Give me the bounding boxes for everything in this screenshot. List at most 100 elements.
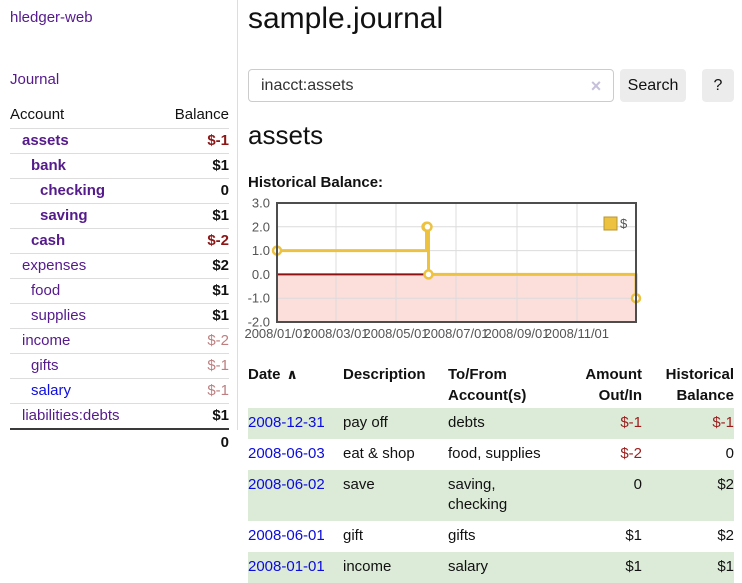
x-tick-label: 2008/05/01: [363, 326, 428, 341]
account-row: food $1: [10, 278, 229, 304]
chart-border: [276, 202, 637, 323]
account-row: bank $1: [10, 153, 229, 179]
account-balance: $-2: [156, 328, 229, 354]
accounts-table: Account Balance assets $-1 bank $1 checking 0…: [10, 102, 229, 455]
transaction-description: income: [343, 552, 448, 583]
transaction-date-link[interactable]: 2008-01-01: [248, 558, 325, 575]
data-point: [422, 221, 433, 233]
transaction-amount: $-1: [580, 408, 642, 439]
x-tick-label: 2008/01/01: [244, 326, 309, 341]
account-balance: 0: [156, 178, 229, 204]
account-link[interactable]: liabilities:debts: [22, 407, 120, 424]
transaction-amount: $1: [625, 527, 642, 544]
account-row: expenses $2: [10, 253, 229, 279]
account-link[interactable]: salary: [31, 382, 72, 399]
accounts-total: 0: [156, 428, 229, 455]
account-link[interactable]: income: [22, 332, 71, 349]
brand-link[interactable]: hledger-web: [10, 9, 93, 26]
x-tick-label: 2008/09/01: [484, 326, 549, 341]
account-row: cash $-2: [10, 228, 229, 254]
historical-balance-chart[interactable]: $3.0 2.0 1.0 0.0 -1.0 -2.02008/01/012008/03/0…: [244, 196, 648, 345]
chart-title: Historical Balance:: [248, 174, 384, 191]
transaction-description: gift: [343, 527, 364, 544]
account-row: assets $-1: [10, 128, 229, 154]
help-button[interactable]: ?: [702, 69, 734, 102]
transaction-accounts: debts: [448, 408, 580, 439]
account-link[interactable]: checking: [40, 182, 106, 199]
account-balance: $1: [156, 278, 229, 304]
account-balance: $-1: [156, 128, 229, 154]
transactions-header-row: Date ∧ Description To/From Account(s) Amou…: [248, 362, 734, 408]
transaction-accounts: salary: [448, 552, 580, 583]
transaction-row[interactable]: 2008-06-03 eat & shop food, supplies $-2 0: [248, 439, 734, 470]
search-button[interactable]: Search: [620, 69, 686, 102]
transaction-row[interactable]: 2008-06-02 save saving, checking 0 $2: [248, 470, 734, 521]
transaction-date-link[interactable]: 2008-06-01: [248, 527, 325, 544]
transaction-accounts: food, supplies: [448, 445, 541, 462]
y-tick-label: 3.0: [252, 196, 270, 211]
account-row: supplies $1: [10, 303, 229, 329]
accounts-header-row: Account Balance: [10, 102, 229, 129]
accounts-total-row: 0: [10, 428, 229, 455]
transaction-description: pay off: [343, 408, 448, 439]
account-link[interactable]: supplies: [31, 307, 87, 324]
transaction-row[interactable]: 2008-06-01 gift gifts $1 $2: [248, 521, 734, 552]
transaction-accounts: gifts: [448, 527, 476, 544]
transaction-date-link[interactable]: 2008-06-03: [248, 445, 325, 462]
x-tick-label: 2008/03/01: [303, 326, 368, 341]
account-balance: $1: [156, 203, 229, 229]
account-balance: $-1: [156, 353, 229, 379]
x-tick-label: 2008/07/01: [423, 326, 488, 341]
account-row: income $-2: [10, 328, 229, 354]
transaction-row[interactable]: 2008-01-01 income salary $1 $1: [248, 552, 734, 583]
column-header-balance: Historical Balance: [665, 366, 734, 404]
transaction-amount: 0: [580, 470, 642, 521]
account-balance: $1: [156, 303, 229, 329]
account-row: salary $-1: [10, 378, 229, 404]
account-balance: $-1: [156, 378, 229, 404]
transaction-accounts: saving, checking: [448, 470, 580, 521]
legend-swatch: [603, 216, 618, 231]
y-tick-label: 0.0: [252, 267, 270, 282]
column-header-accounts: To/From Account(s): [448, 366, 527, 404]
account-link[interactable]: saving: [40, 207, 88, 224]
transaction-amount: $-2: [620, 445, 642, 462]
transaction-balance: 0: [725, 445, 734, 462]
account-balance: $1: [156, 403, 229, 429]
transaction-balance: $2: [642, 470, 734, 521]
transaction-date-link[interactable]: 2008-06-02: [248, 476, 325, 493]
account-link[interactable]: food: [31, 282, 61, 299]
y-tick-label: 1.0: [252, 243, 270, 258]
y-tick-label: -1.0: [248, 291, 270, 306]
column-header-date[interactable]: Date ∧: [248, 366, 298, 383]
transaction-description: save: [343, 470, 448, 521]
account-link[interactable]: assets: [22, 132, 69, 149]
account-heading: assets: [248, 120, 324, 150]
search-input[interactable]: [248, 69, 614, 102]
account-row: checking 0: [10, 178, 229, 204]
clear-search-icon[interactable]: ×: [590, 76, 602, 96]
y-tick-label: 2.0: [252, 219, 270, 234]
page-title: sample.journal: [248, 2, 444, 35]
account-link[interactable]: gifts: [31, 357, 59, 374]
account-row: saving $1: [10, 203, 229, 229]
legend-label: $: [620, 216, 628, 231]
transaction-amount: $1: [580, 552, 642, 583]
accounts-header-balance: Balance: [174, 106, 229, 123]
y-tick-label: -2.0: [248, 315, 270, 330]
account-balance: $-2: [156, 228, 229, 254]
transaction-description: eat & shop: [343, 445, 415, 462]
account-link[interactable]: expenses: [22, 257, 87, 274]
sort-ascending-icon: ∧: [286, 366, 298, 382]
sidebar-divider: [237, 0, 238, 430]
transaction-balance: $1: [642, 552, 734, 583]
sidebar-item-journal[interactable]: Journal: [10, 71, 60, 88]
transaction-row[interactable]: 2008-12-31 pay off debts $-1 $-1: [248, 408, 734, 439]
accounts-header-account: Account: [10, 106, 65, 123]
column-header-description: Description: [343, 366, 426, 383]
transaction-balance: $-1: [642, 408, 734, 439]
account-link[interactable]: cash: [31, 232, 66, 249]
transaction-date-link[interactable]: 2008-12-31: [248, 414, 325, 431]
x-tick-label: 2008/11/01: [545, 326, 609, 341]
account-link[interactable]: bank: [31, 157, 67, 174]
